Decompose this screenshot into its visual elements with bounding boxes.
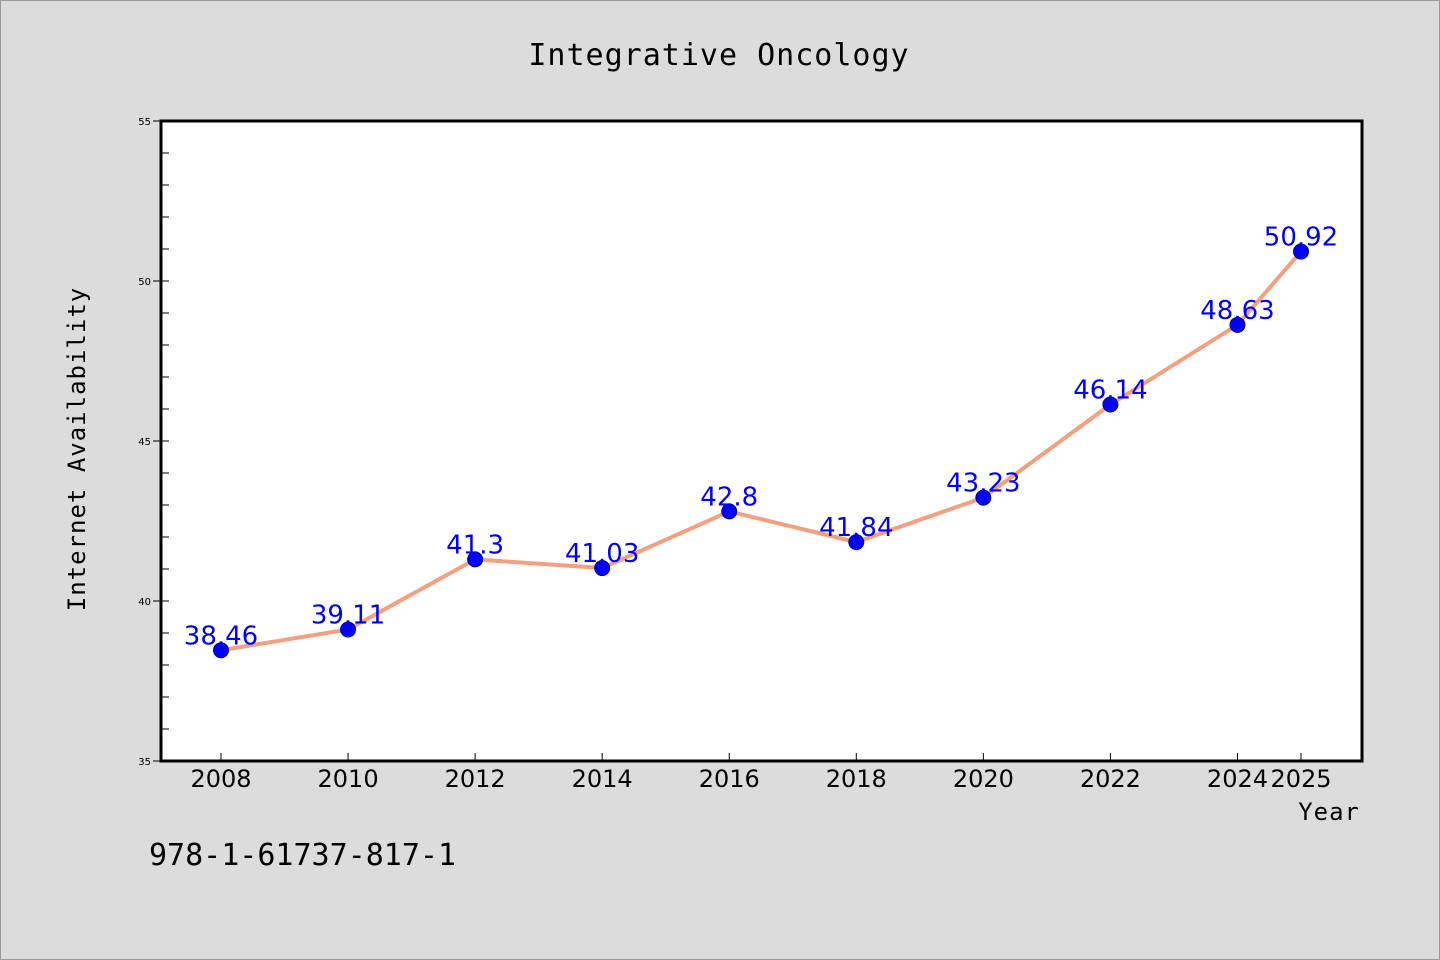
x-tick-label: 2008 — [190, 765, 251, 793]
x-tick-label: 2022 — [1080, 765, 1141, 793]
series-line — [220, 250, 1303, 653]
data-label: 41.84 — [819, 513, 893, 543]
x-tick-label: 2018 — [826, 765, 887, 793]
y-tick-label: 40 — [138, 597, 151, 608]
x-tick-label: 2012 — [445, 765, 506, 793]
y-axis: 35 40 45 50 55 — [138, 117, 169, 768]
x-tick-label: 2025 — [1270, 765, 1331, 793]
y-axis-title: Internet Availability — [63, 287, 91, 611]
data-point — [213, 642, 229, 659]
data-point — [340, 621, 357, 638]
y-tick-label: 50 — [138, 277, 151, 288]
data-point — [1102, 396, 1119, 413]
data-label: 50.92 — [1264, 223, 1338, 253]
x-tick-label: 2010 — [318, 765, 379, 793]
x-tick-label: 2014 — [572, 765, 633, 793]
data-point — [721, 503, 738, 520]
data-label: 48.63 — [1200, 296, 1274, 326]
isbn-text: 978-1-61737-817-1 — [149, 838, 456, 873]
x-tick-label: 2020 — [953, 765, 1014, 793]
x-axis: 2008 2010 2012 2014 2016 2018 2020 2022 2024 2025 — [190, 753, 1332, 793]
chart-title: Integrative Oncology — [528, 38, 909, 73]
data-point — [1229, 316, 1246, 333]
x-tick-label: 2016 — [699, 765, 760, 793]
y-tick-label: 45 — [138, 437, 151, 448]
data-label: 41.03 — [565, 539, 639, 569]
data-label: 41.3 — [446, 530, 504, 560]
plot-area — [159, 119, 1364, 763]
data-label: 46.14 — [1073, 376, 1147, 406]
data-label: 43.23 — [946, 469, 1020, 499]
data-point — [1293, 243, 1309, 260]
y-tick-label: 35 — [138, 757, 151, 768]
data-point — [594, 560, 611, 577]
data-label: 38.46 — [184, 621, 258, 651]
series-layer: 38.46 39.11 41.3 41.03 42.8 41.84 43.23 46.14 48… — [184, 223, 1338, 659]
data-point — [467, 551, 484, 568]
y-tick-label: 55 — [138, 117, 151, 128]
data-point — [848, 534, 865, 551]
x-tick-label: 2024 — [1207, 765, 1268, 793]
data-label: 39.11 — [311, 600, 385, 630]
data-label: 42.8 — [700, 482, 758, 512]
x-axis-title: Year — [1298, 798, 1360, 826]
data-point — [975, 489, 992, 506]
